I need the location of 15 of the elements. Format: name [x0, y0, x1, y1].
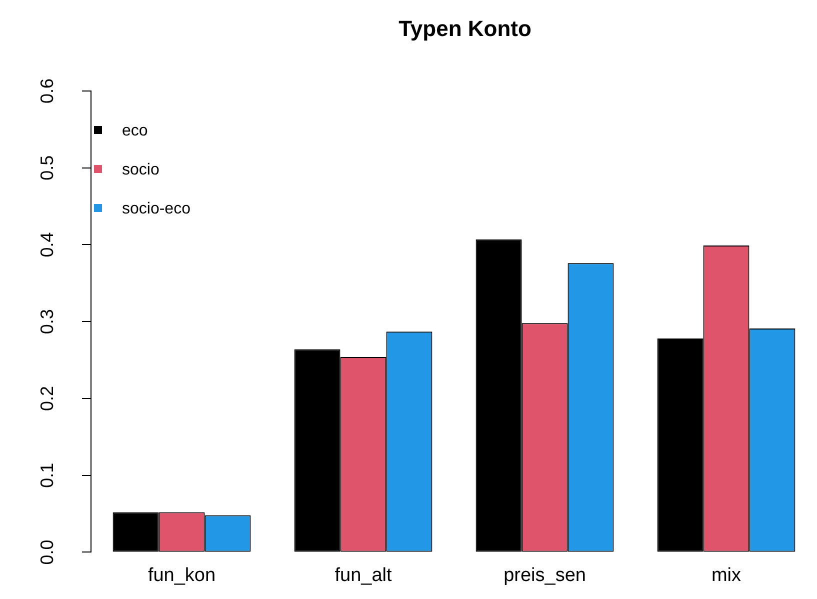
y-tick-label: 0.1	[36, 462, 57, 488]
y-tick-label: 0.5	[36, 155, 57, 180]
y-tick-label: 0.2	[36, 386, 57, 411]
legend-label: socio	[122, 161, 160, 178]
legend-label: eco	[122, 122, 148, 140]
y-tick-label: 0.4	[36, 232, 57, 258]
x-tick-label: preis_sen	[504, 564, 586, 586]
y-tick-label: 0.0	[36, 540, 57, 565]
x-tick-label: fun_kon	[148, 564, 216, 586]
legend-label: socio-eco	[122, 200, 191, 218]
x-tick-label: fun_alt	[334, 564, 392, 586]
y-tick-label: 0.3	[36, 309, 57, 334]
x-tick-label: mix	[711, 564, 742, 586]
y-tick-label: 0.6	[36, 78, 57, 104]
chart-title: Typen Konto	[398, 16, 532, 42]
